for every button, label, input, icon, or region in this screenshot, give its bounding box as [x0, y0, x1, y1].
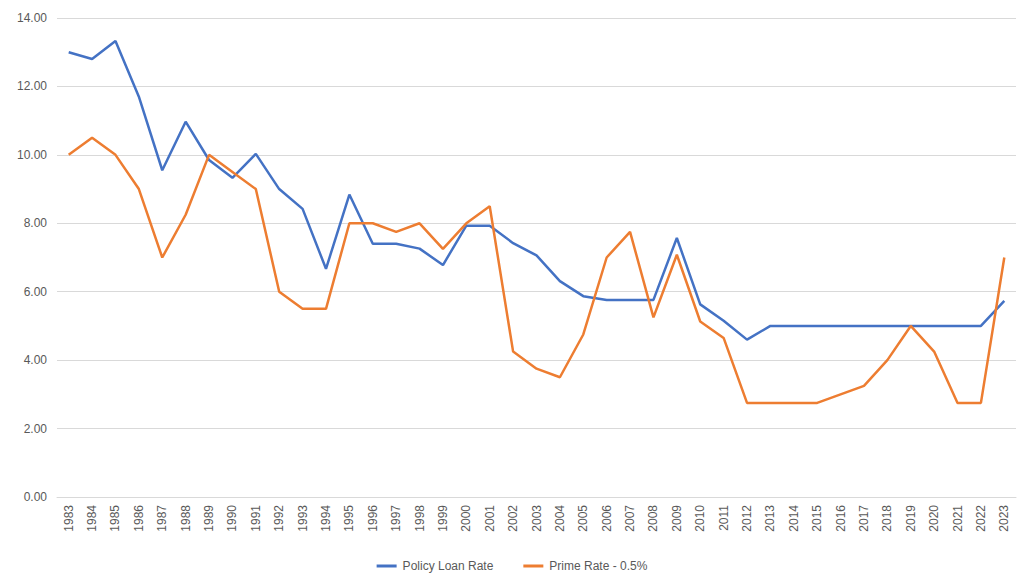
svg-text:1996: 1996 — [366, 505, 380, 532]
svg-text:1995: 1995 — [342, 505, 356, 532]
svg-text:1984: 1984 — [85, 505, 99, 532]
svg-text:2001: 2001 — [483, 505, 497, 532]
svg-text:1988: 1988 — [179, 505, 193, 532]
svg-text:4.00: 4.00 — [24, 353, 48, 367]
svg-text:2018: 2018 — [880, 505, 894, 532]
svg-text:2013: 2013 — [763, 505, 777, 532]
svg-text:1983: 1983 — [62, 505, 76, 532]
svg-text:6.00: 6.00 — [24, 285, 48, 299]
svg-text:2016: 2016 — [834, 505, 848, 532]
svg-text:2021: 2021 — [951, 505, 965, 532]
svg-text:Policy Loan Rate: Policy Loan Rate — [403, 559, 494, 573]
svg-text:2003: 2003 — [530, 505, 544, 532]
svg-text:2015: 2015 — [810, 505, 824, 532]
svg-text:1997: 1997 — [389, 505, 403, 532]
svg-text:2007: 2007 — [623, 505, 637, 532]
svg-text:2002: 2002 — [506, 505, 520, 532]
svg-text:2005: 2005 — [576, 505, 590, 532]
svg-text:2023: 2023 — [997, 505, 1011, 532]
svg-text:10.00: 10.00 — [17, 148, 47, 162]
svg-text:1993: 1993 — [296, 505, 310, 532]
svg-text:12.00: 12.00 — [17, 79, 47, 93]
svg-text:2017: 2017 — [857, 505, 871, 532]
svg-text:2008: 2008 — [646, 505, 660, 532]
svg-text:2000: 2000 — [459, 505, 473, 532]
svg-text:8.00: 8.00 — [24, 216, 48, 230]
svg-text:2022: 2022 — [974, 505, 988, 532]
svg-text:2019: 2019 — [904, 505, 918, 532]
svg-text:1992: 1992 — [272, 505, 286, 532]
svg-text:1989: 1989 — [202, 505, 216, 532]
svg-text:1987: 1987 — [155, 505, 169, 532]
svg-text:1999: 1999 — [436, 505, 450, 532]
svg-text:2009: 2009 — [670, 505, 684, 532]
svg-text:2.00: 2.00 — [24, 422, 48, 436]
svg-text:2006: 2006 — [600, 505, 614, 532]
svg-text:2014: 2014 — [787, 505, 801, 532]
svg-text:0.00: 0.00 — [24, 490, 48, 504]
svg-text:1994: 1994 — [319, 505, 333, 532]
svg-text:1985: 1985 — [108, 505, 122, 532]
svg-text:Prime Rate - 0.5%: Prime Rate - 0.5% — [549, 559, 647, 573]
svg-text:1998: 1998 — [413, 505, 427, 532]
svg-text:2012: 2012 — [740, 505, 754, 532]
svg-text:1991: 1991 — [249, 505, 263, 532]
svg-text:14.00: 14.00 — [17, 11, 47, 25]
svg-text:1990: 1990 — [225, 505, 239, 532]
svg-text:1986: 1986 — [132, 505, 146, 532]
svg-text:2011: 2011 — [717, 505, 731, 531]
svg-text:2004: 2004 — [553, 505, 567, 532]
svg-text:2010: 2010 — [693, 505, 707, 532]
svg-text:2020: 2020 — [927, 505, 941, 532]
